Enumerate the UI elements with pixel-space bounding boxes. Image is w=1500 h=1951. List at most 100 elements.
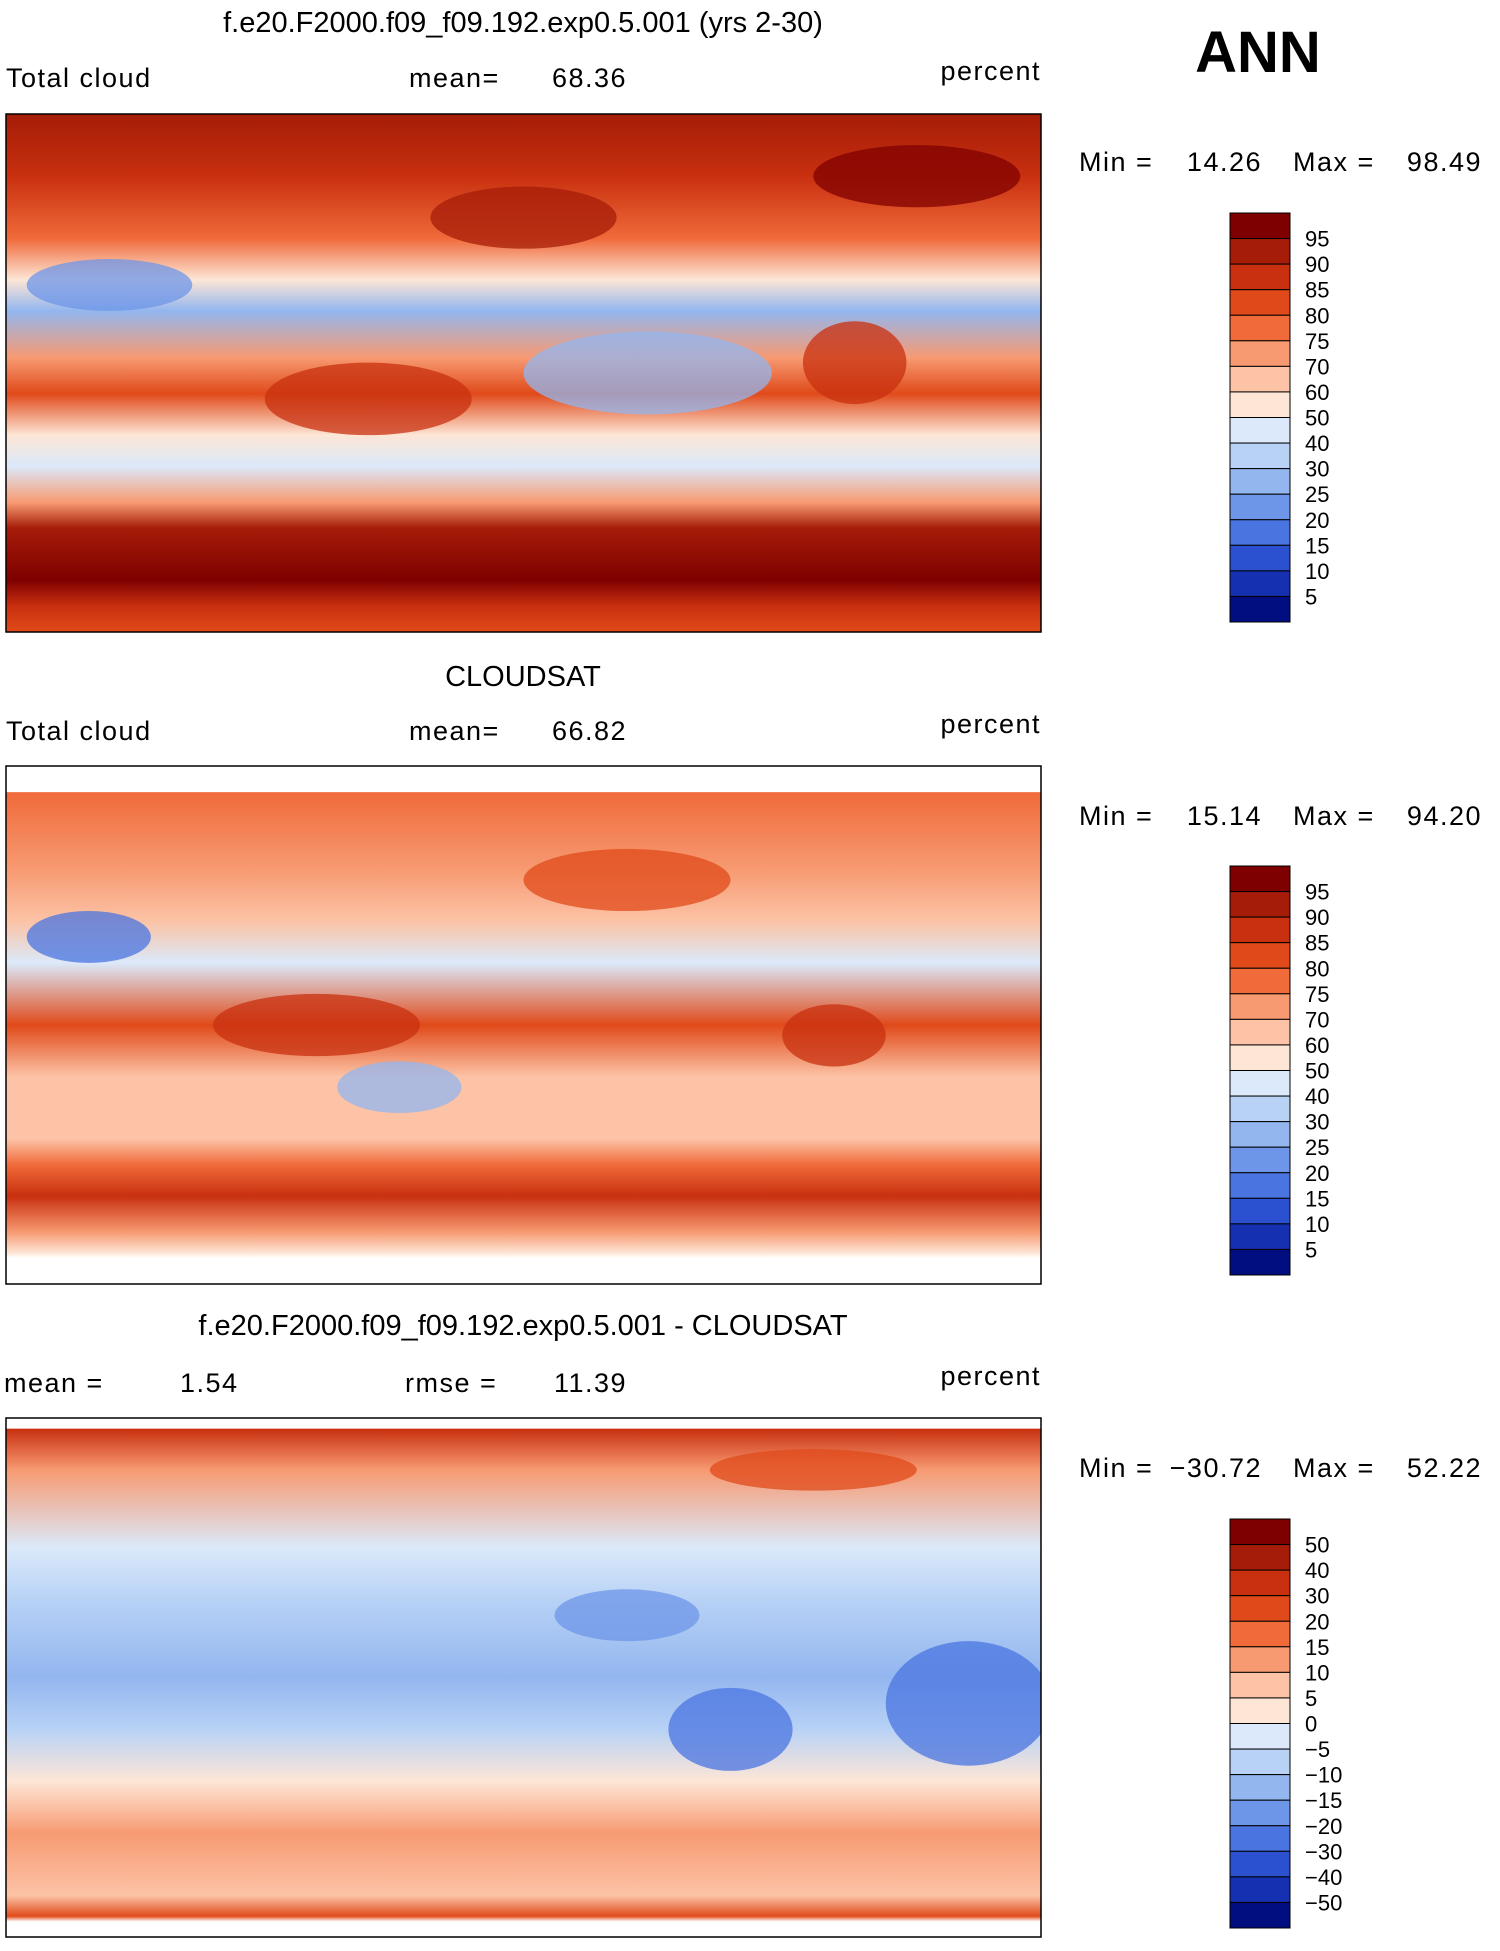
colorbar-label: 30	[1305, 1584, 1329, 1609]
colorbar-box	[1229, 1044, 1291, 1071]
colorbar-label: 50	[1305, 1059, 1329, 1084]
colorbar-label: 50	[1305, 1533, 1329, 1558]
colorbar-label: 30	[1305, 457, 1329, 482]
colorbar-box	[1229, 1018, 1291, 1046]
colorbar-box	[1229, 289, 1291, 316]
colorbar-box	[1229, 1544, 1291, 1571]
map	[6, 1418, 1041, 1937]
map-field	[6, 766, 1041, 1284]
colorbar-box	[1229, 891, 1291, 918]
stat-label: Total cloud	[6, 716, 152, 746]
range-label: 14.26	[1187, 147, 1262, 177]
colorbar-box	[1229, 1697, 1291, 1724]
colorbar-box	[1229, 570, 1291, 597]
units-label: percent	[940, 709, 1041, 739]
colorbar-box	[1229, 1569, 1291, 1597]
colorbar-box	[1229, 442, 1291, 470]
map-frame	[5, 1417, 1042, 1938]
colorbar-label: 75	[1305, 982, 1329, 1007]
colorbar-label: 5	[1305, 584, 1317, 609]
stat-label: 68.36	[552, 63, 627, 93]
colorbar-box	[1229, 1223, 1291, 1250]
colorbar-label: 5	[1305, 1686, 1317, 1711]
colorbar-box	[1229, 595, 1291, 623]
colorbar-box	[1229, 1248, 1291, 1276]
season-label: ANN	[1195, 20, 1321, 85]
colorbar-box	[1229, 865, 1291, 893]
stat-label: 1.54	[180, 1368, 239, 1398]
range-label: Max =	[1293, 147, 1375, 177]
range-label: Min =	[1079, 801, 1153, 831]
map-feature	[709, 1449, 917, 1491]
range-label: Min =	[1079, 1453, 1153, 1483]
colorbar-box	[1229, 1723, 1291, 1750]
stat-label: mean =	[4, 1368, 104, 1398]
colorbar-label: 50	[1305, 406, 1329, 431]
colorbar-box	[1229, 1671, 1291, 1699]
colorbar-label: 10	[1305, 1212, 1329, 1237]
colorbar-label: 80	[1305, 303, 1329, 328]
colorbar-label: 25	[1305, 1135, 1329, 1160]
map	[6, 114, 1041, 632]
colorbar-label: 80	[1305, 956, 1329, 981]
colorbar-label: 85	[1305, 931, 1329, 956]
colorbar-label: 20	[1305, 1161, 1329, 1186]
colorbar-box	[1229, 1595, 1291, 1622]
map-feature	[26, 259, 193, 311]
colorbar-box	[1229, 340, 1291, 367]
colorbar-label: 40	[1305, 1084, 1329, 1109]
colorbar-label: 75	[1305, 329, 1329, 354]
colorbar-label: 85	[1305, 278, 1329, 303]
colorbar-label: 15	[1305, 1186, 1329, 1211]
colorbar-box	[1229, 1146, 1291, 1174]
colorbar-label: 5	[1305, 1237, 1317, 1262]
range-label: 52.22	[1407, 1453, 1482, 1483]
colorbar-label: 30	[1305, 1110, 1329, 1135]
colorbar-label: 95	[1305, 227, 1329, 252]
map	[6, 766, 1041, 1284]
map-feature	[668, 1687, 793, 1771]
colorbar-label: 10	[1305, 1660, 1329, 1685]
colorbar-label: 60	[1305, 380, 1329, 405]
map-feature	[885, 1641, 1041, 1766]
colorbar-label: −40	[1305, 1865, 1342, 1890]
stat-label: rmse =	[405, 1368, 497, 1398]
range-label: Max =	[1293, 801, 1375, 831]
colorbar-label: 40	[1305, 431, 1329, 456]
colorbar-box	[1229, 468, 1291, 495]
colorbar-label: 70	[1305, 1007, 1329, 1032]
colorbar-box	[1229, 417, 1291, 444]
map-feature	[554, 1589, 700, 1642]
colorbar-box	[1229, 1799, 1291, 1827]
map-feature	[813, 145, 1021, 208]
colorbar-box	[1229, 1748, 1291, 1776]
colorbar-label: 25	[1305, 482, 1329, 507]
panel-title: f.e20.F2000.f09_f09.192.exp0.5.001 (yrs …	[223, 7, 823, 39]
range-label: Max =	[1293, 1453, 1375, 1483]
stat-label: 66.82	[552, 716, 627, 746]
colorbar-box	[1229, 1646, 1291, 1673]
colorbar-label: −30	[1305, 1839, 1342, 1864]
units-label: percent	[940, 1361, 1041, 1391]
range-label: −30.72	[1170, 1453, 1262, 1483]
units-label: percent	[940, 56, 1041, 86]
colorbar-label: 15	[1305, 533, 1329, 558]
colorbar-box	[1229, 1850, 1291, 1878]
colorbar-box	[1229, 212, 1291, 240]
colorbar-box	[1229, 365, 1291, 393]
colorbar-box	[1229, 1901, 1291, 1929]
colorbar-box	[1229, 1774, 1291, 1801]
colorbar-box	[1229, 1518, 1291, 1546]
colorbar-box	[1229, 967, 1291, 995]
map-feature	[337, 1061, 462, 1114]
colorbar-label: 60	[1305, 1033, 1329, 1058]
map-field	[6, 1418, 1041, 1937]
colorbar-box	[1229, 263, 1291, 291]
colorbar-label: 95	[1305, 880, 1329, 905]
map-feature	[213, 993, 420, 1057]
map-feature	[782, 1004, 886, 1067]
colorbar-label: 15	[1305, 1635, 1329, 1660]
panel-title: f.e20.F2000.f09_f09.192.exp0.5.001 - CLO…	[198, 1310, 847, 1342]
colorbar-box	[1229, 1172, 1291, 1199]
